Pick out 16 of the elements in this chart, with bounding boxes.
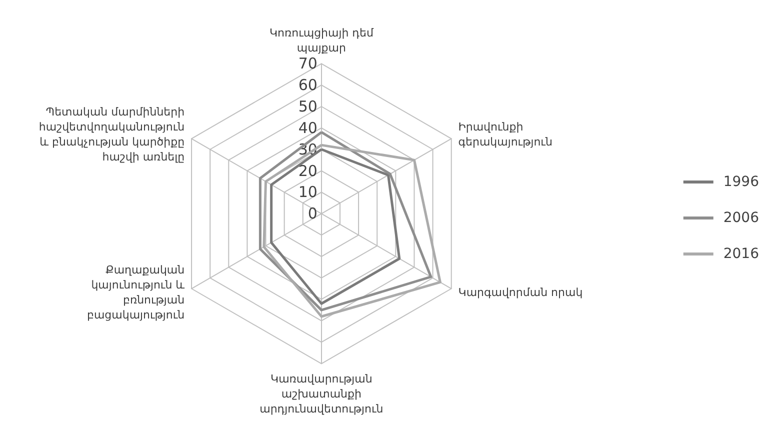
y-tick-label: 40: [298, 118, 318, 137]
legend-label: 2006: [723, 210, 760, 226]
y-tick-label: 60: [298, 76, 318, 94]
spoke-label: Կարգավորման որակ: [458, 286, 583, 300]
y-tick-label: 0: [308, 204, 318, 223]
spoke-label: Կառավարության աշխատանքի արդյունավետություն: [260, 372, 384, 416]
spoke-label: Իրավունքի գերակայություն: [458, 120, 552, 149]
spoke-label: Կոռուպցիայի դեմ պայքար: [269, 26, 374, 55]
legend-label: 2016: [723, 246, 760, 262]
y-tick-label: 10: [298, 183, 318, 202]
legend-label: 1996: [723, 174, 760, 190]
spoke-label: Պետական մարմինների հաշվետվողականություն և բնակչության կարծիքը հաշվի առնելը: [38, 106, 185, 164]
y-tick-label: 20: [298, 162, 318, 180]
y-tick-label: 50: [298, 97, 318, 116]
spoke-label: Քաղաքական կայունություն և բռնության բացակայություն: [86, 264, 185, 322]
y-tick-label: 70: [298, 54, 318, 73]
